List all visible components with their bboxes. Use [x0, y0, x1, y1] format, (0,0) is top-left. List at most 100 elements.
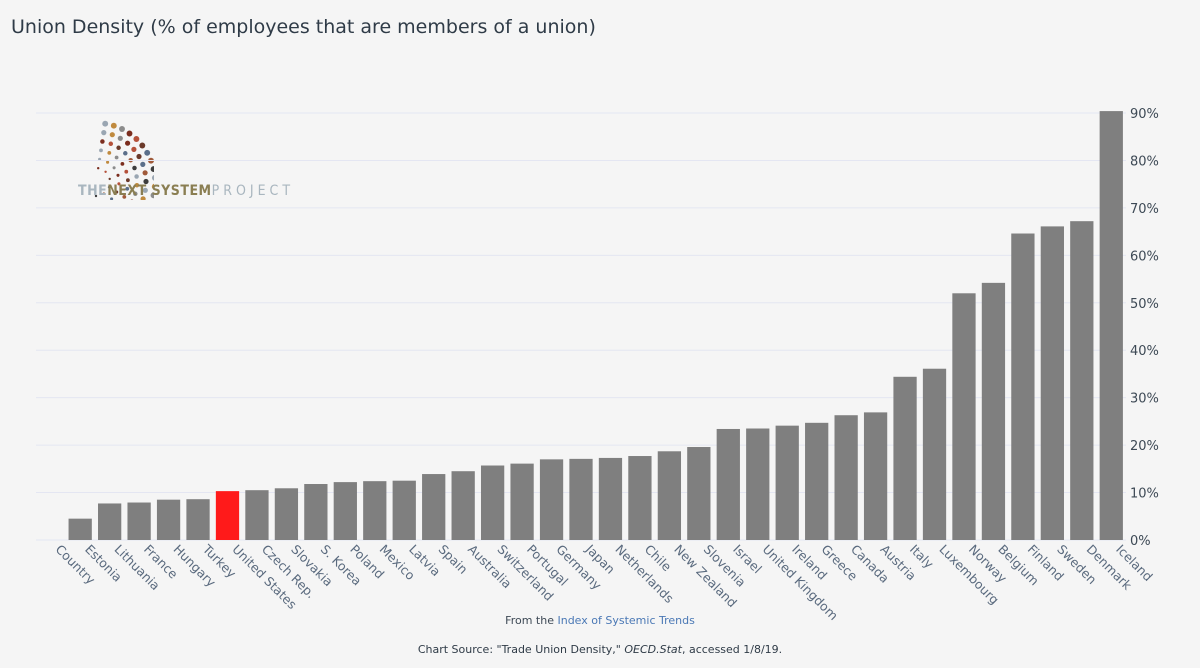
bar-france — [127, 502, 151, 540]
bar-czech-rep — [245, 490, 269, 540]
bar-italy — [893, 376, 917, 540]
footer-source: Chart Source: "Trade Union Density," OEC… — [0, 643, 1200, 656]
logo-dot — [119, 126, 125, 132]
logo-dot — [134, 182, 140, 188]
logo-dot — [142, 187, 148, 193]
bar-belgium — [981, 282, 1006, 540]
bar-ireland — [775, 425, 799, 540]
logo-dot — [132, 165, 137, 171]
source-italic: OECD.Stat — [624, 643, 682, 656]
bar-finland — [1011, 233, 1035, 540]
logo-dot — [100, 139, 105, 144]
logo-dot — [117, 182, 121, 186]
logo-dot — [114, 155, 119, 160]
footer-from: From the Index of Systemic Trends — [0, 614, 1200, 627]
logo-word-the: THE — [78, 183, 108, 199]
logo-dot — [94, 194, 98, 198]
logo-dot — [122, 195, 127, 199]
index-of-systemic-trends-link[interactable]: Index of Systemic Trends — [557, 614, 695, 627]
bar-canada — [834, 415, 858, 540]
next-system-project-logo: THENEXT SYSTEMPROJECT — [34, 120, 290, 210]
y-tick-label: 80% — [1130, 154, 1159, 169]
bar-switzerland — [480, 465, 505, 540]
logo-dot — [115, 190, 119, 194]
bar-new-zealand — [657, 451, 682, 540]
logo-dot — [108, 141, 114, 147]
logo-dot — [151, 174, 154, 181]
logo-dot — [107, 151, 112, 155]
logo-dot — [107, 186, 111, 189]
logo-dot — [150, 166, 154, 173]
logo-dot — [106, 160, 110, 164]
source-prefix: Chart Source: "Trade Union Density," — [417, 643, 621, 656]
bar-chile — [628, 456, 652, 540]
bar-spain — [422, 474, 446, 540]
bar-slovakia — [274, 488, 299, 540]
bar-germany — [539, 459, 564, 540]
logo-dot — [97, 167, 100, 170]
bar-australia — [451, 471, 475, 540]
bar-luxembourg — [922, 368, 947, 540]
logo-dot — [124, 169, 129, 174]
bar-s-korea — [304, 484, 328, 540]
logo-dot — [126, 178, 130, 183]
logo-word-next-system: NEXT SYSTEM — [107, 183, 212, 199]
y-tick-label: 50% — [1130, 297, 1159, 312]
bar-iceland — [1099, 111, 1123, 540]
logo-dot — [150, 192, 154, 199]
logo-dot — [102, 192, 106, 195]
logo-dot — [143, 178, 149, 185]
bar-united-kingdom — [746, 428, 770, 540]
logo-text: THENEXT SYSTEMPROJECT — [78, 183, 294, 199]
chart-title: Union Density (% of employees that are m… — [11, 16, 596, 38]
y-tick-label: 40% — [1130, 344, 1159, 359]
logo-dot — [125, 140, 131, 146]
logo-dot — [117, 135, 123, 141]
logo-dot — [110, 122, 117, 129]
y-tick-label: 60% — [1130, 249, 1159, 264]
logo-dot — [112, 166, 116, 170]
logo-dot — [133, 191, 138, 197]
bar-latvia — [392, 480, 416, 540]
y-tick-label: 30% — [1130, 392, 1159, 407]
logo-dot — [126, 130, 133, 137]
bar-turkey — [186, 499, 210, 540]
logo-dot — [102, 120, 109, 127]
bar-japan — [569, 458, 593, 540]
logo-dot — [108, 177, 111, 181]
logo-dot — [120, 162, 125, 166]
bar-mexico — [363, 481, 387, 540]
logo-dot — [140, 196, 146, 200]
y-tick-label: 0% — [1130, 534, 1151, 549]
logo-dot — [144, 149, 151, 156]
footer-from-prefix: From the — [505, 614, 554, 627]
bar-austria — [863, 412, 888, 540]
y-tick-label: 70% — [1130, 202, 1159, 217]
logo-dot — [101, 130, 107, 136]
bar-portugal — [510, 463, 534, 540]
bar-estonia — [68, 518, 92, 540]
logo-dot — [116, 145, 121, 151]
logo-dot — [123, 151, 128, 156]
logo-dot — [104, 170, 107, 173]
logo-dot — [110, 197, 114, 200]
x-tick-label: Spain — [436, 542, 471, 577]
bar-united-states — [215, 491, 240, 540]
bar-lithuania — [98, 503, 122, 540]
bar-sweden — [1040, 226, 1064, 541]
bar-poland — [333, 482, 357, 540]
y-tick-label: 10% — [1130, 487, 1159, 502]
source-suffix: , accessed 1/8/19. — [681, 643, 783, 656]
bar-netherlands — [598, 457, 623, 540]
logo-dot — [136, 153, 142, 160]
logo-dot — [142, 170, 148, 176]
bar-hungary — [156, 499, 181, 540]
bar-norway — [952, 293, 976, 540]
logo-dot — [133, 136, 140, 142]
bar-denmark — [1070, 221, 1094, 540]
y-tick-label: 90% — [1130, 107, 1159, 122]
logo-dot — [125, 186, 130, 191]
logo-word-project: PROJECT — [211, 183, 295, 199]
logo-dot — [99, 148, 103, 153]
bar-greece — [805, 422, 829, 540]
